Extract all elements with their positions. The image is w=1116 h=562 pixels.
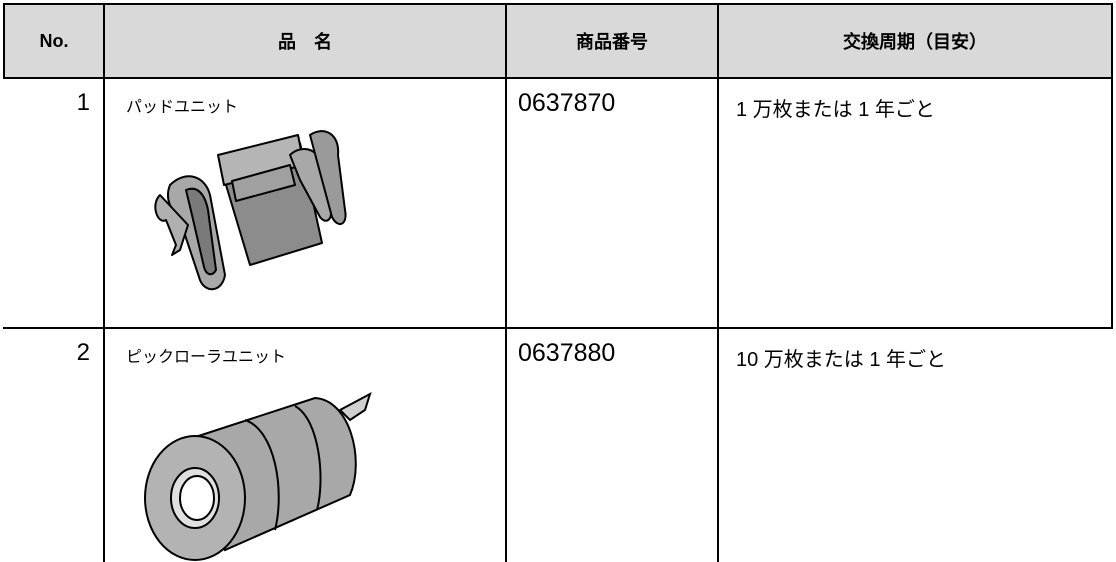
- border: [3, 3, 5, 79]
- row-number: 2: [76, 339, 90, 366]
- replace-cycle: 10 万枚または 1 年ごと: [736, 349, 947, 371]
- row-number: 1: [76, 89, 90, 116]
- border: [103, 3, 105, 562]
- border: [1111, 3, 1113, 328]
- pick-roller-image: [144, 391, 372, 561]
- border: [717, 3, 719, 562]
- border: [505, 3, 507, 562]
- header-cell: 商品番号: [506, 3, 718, 79]
- replace-cycle: 1 万枚または 1 年ごと: [736, 99, 935, 121]
- pad-unit-image: [154, 130, 347, 291]
- border: [3, 327, 1113, 329]
- product-number: 0637870: [518, 89, 616, 117]
- item-name: ピックローラユニット: [126, 349, 287, 366]
- item-name: パッドユニット: [126, 99, 239, 116]
- header-cell: No.: [4, 3, 104, 79]
- header-cell: 品 名: [104, 3, 506, 79]
- product-number: 0637880: [518, 339, 616, 367]
- header-cell: 交換周期（目安）: [718, 3, 1112, 79]
